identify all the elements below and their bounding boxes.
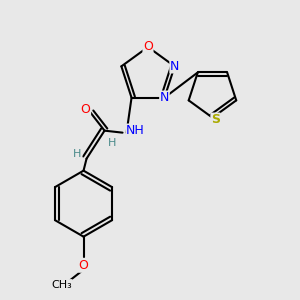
Text: NH: NH — [126, 124, 145, 137]
Text: O: O — [81, 103, 91, 116]
Text: N: N — [160, 91, 169, 104]
Text: N: N — [170, 60, 179, 73]
Text: S: S — [211, 113, 220, 126]
Text: O: O — [143, 40, 153, 53]
Text: CH₃: CH₃ — [51, 280, 72, 290]
Text: O: O — [79, 259, 88, 272]
Text: H: H — [74, 149, 82, 159]
Text: H: H — [108, 138, 117, 148]
